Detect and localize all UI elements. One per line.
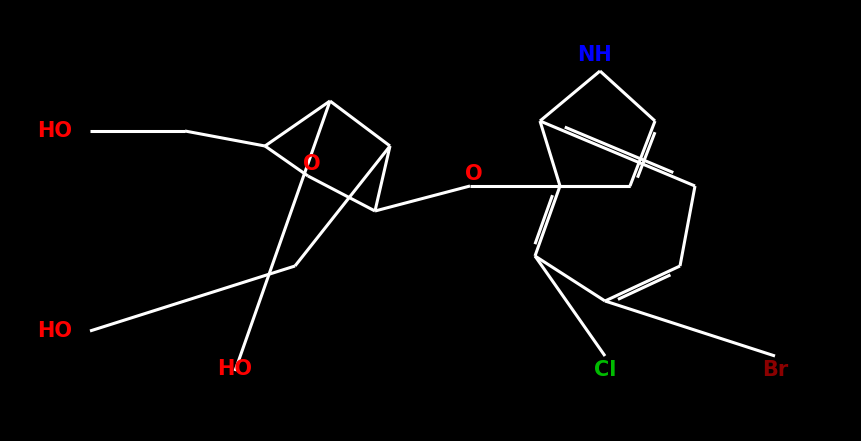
Text: HO: HO	[217, 359, 252, 379]
Text: NH: NH	[577, 45, 611, 65]
Text: Br: Br	[761, 360, 787, 380]
Text: O: O	[303, 154, 320, 174]
Text: HO: HO	[37, 321, 72, 341]
Text: O: O	[465, 164, 482, 184]
Text: Cl: Cl	[593, 360, 616, 380]
Text: HO: HO	[37, 121, 72, 141]
